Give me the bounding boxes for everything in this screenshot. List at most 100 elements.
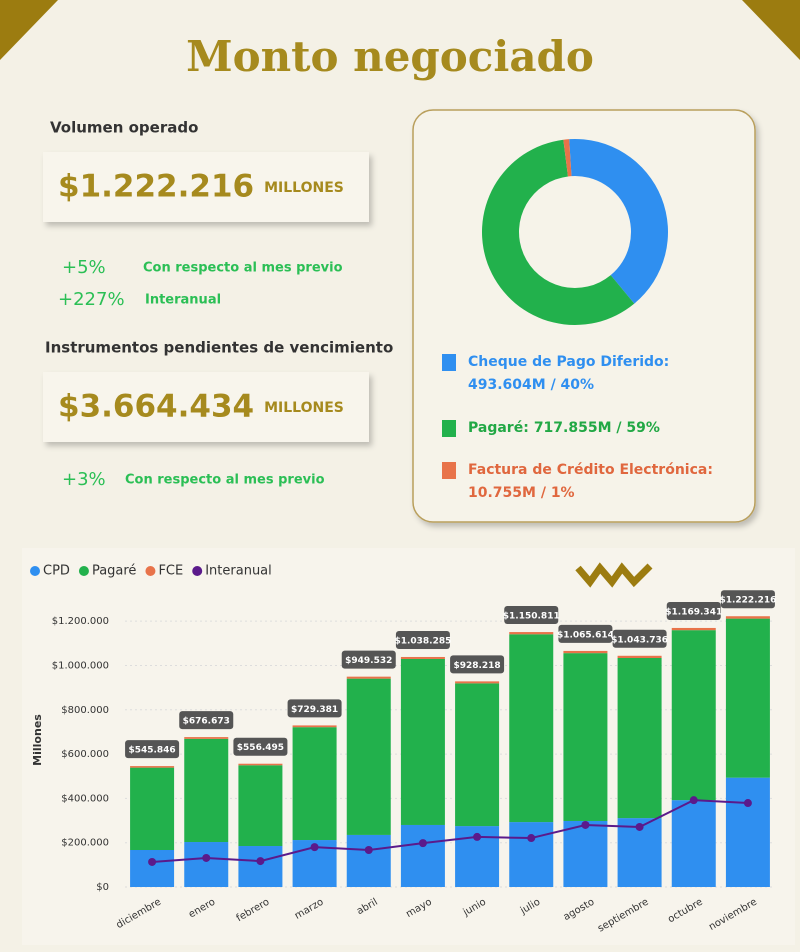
kpi-value: $1.222.216 xyxy=(58,169,254,205)
kpi-unit: MILLONES xyxy=(264,180,344,196)
bar-segment xyxy=(346,676,391,679)
total-label-bg xyxy=(341,650,396,669)
legend-label: FCE xyxy=(158,564,183,579)
bar-segment xyxy=(671,630,716,801)
total-label-text: $1.169.341 xyxy=(665,607,722,617)
logo-mark xyxy=(575,562,653,588)
bar-segment xyxy=(617,657,662,819)
total-label-bg xyxy=(125,740,180,759)
total-label-bg xyxy=(233,737,288,756)
total-label: $1.222.216 xyxy=(719,590,776,609)
bar-segment xyxy=(617,655,662,658)
bar-segment xyxy=(671,800,716,887)
logo xyxy=(575,562,653,588)
bar-segment xyxy=(725,618,770,778)
total-label: $1.038.285 xyxy=(394,630,451,649)
total-label-bg xyxy=(612,629,667,648)
bar-segment xyxy=(238,765,283,847)
line-point xyxy=(256,857,265,866)
legend-swatch xyxy=(442,420,456,437)
total-label-bg xyxy=(179,711,234,730)
legend-name: Factura de Crédito Electrónica: xyxy=(468,462,713,478)
kpi-box xyxy=(43,372,369,442)
donut-slice xyxy=(569,139,669,304)
bar-segment xyxy=(184,738,229,843)
total-label: $729.381 xyxy=(287,699,342,718)
total-label-text: $1.043.736 xyxy=(611,635,668,645)
bar-segment xyxy=(184,842,229,887)
y-tick-label: $400.000 xyxy=(61,793,109,804)
total-label-text: $729.381 xyxy=(291,705,338,715)
total-label-bg xyxy=(558,624,613,643)
bar-segment xyxy=(184,737,229,739)
total-label: $1.065.614 xyxy=(557,624,614,643)
bar-segment xyxy=(292,725,337,728)
bar-segment xyxy=(400,824,445,887)
bar-segment xyxy=(346,834,391,887)
total-label-bg xyxy=(504,606,559,625)
total-label-text: $1.222.216 xyxy=(719,596,776,606)
total-label: $1.169.341 xyxy=(665,601,722,620)
bar-segment xyxy=(238,846,283,887)
line-point xyxy=(581,820,590,829)
y-tick-label: $200.000 xyxy=(61,838,109,849)
total-label-text: $556.495 xyxy=(237,743,284,753)
corner xyxy=(742,0,800,60)
bar-segment xyxy=(509,634,554,823)
legend-value: 493.604M / 40% xyxy=(468,377,594,393)
line-point xyxy=(364,846,373,855)
total-label-bg xyxy=(720,590,775,609)
bar-segment xyxy=(346,678,391,835)
total-label-text: $949.532 xyxy=(345,656,392,666)
line-point xyxy=(202,853,211,862)
total-label: $1.043.736 xyxy=(611,629,668,648)
y-tick-label: $800.000 xyxy=(61,705,109,716)
kpi-value: $3.664.434 xyxy=(58,389,254,425)
total-label: $545.846 xyxy=(125,740,180,759)
legend-dot xyxy=(30,566,40,576)
kpi-box xyxy=(43,152,369,222)
total-label: $676.673 xyxy=(179,711,234,730)
bar-segment xyxy=(130,766,175,768)
total-label: $1.150.811 xyxy=(503,606,560,625)
bar-segment xyxy=(725,777,770,887)
legend-label: Interanual xyxy=(205,564,272,579)
line-point xyxy=(473,832,482,841)
total-label-bg xyxy=(666,601,721,620)
total-label-bg xyxy=(395,630,450,649)
total-label-text: $676.673 xyxy=(183,717,230,727)
y-tick-label: $1.000.000 xyxy=(52,660,109,671)
bar-segment xyxy=(238,763,283,766)
kpi-change: +227% xyxy=(58,289,125,310)
total-label-text: $1.065.614 xyxy=(557,630,614,640)
donut-slice xyxy=(482,139,635,325)
title: Monto negociado xyxy=(186,32,594,81)
bar-segment xyxy=(563,653,608,821)
bar-segment xyxy=(455,683,500,827)
kpi-change-text: Con respecto al mes previo xyxy=(125,473,325,488)
bar-segment xyxy=(455,681,500,684)
y-tick-label: $1.200.000 xyxy=(52,616,109,627)
total-label-text: $1.038.285 xyxy=(394,636,451,646)
total-label-bg xyxy=(287,699,342,718)
legend-label: Pagaré xyxy=(92,564,137,579)
bar-segment xyxy=(130,767,175,851)
bar-segment xyxy=(509,632,554,635)
bar-segment xyxy=(130,850,175,887)
bar-segment xyxy=(292,727,337,841)
kpi-change-text: Con respecto al mes previo xyxy=(143,261,343,276)
kpi-label: Instrumentos pendientes de vencimiento xyxy=(45,339,393,357)
line-point xyxy=(635,822,644,831)
kpi-change: +5% xyxy=(62,257,106,278)
line-point xyxy=(310,843,319,852)
y-tick-label: $600.000 xyxy=(61,749,109,760)
line-point xyxy=(418,839,427,848)
total-label-text: $1.150.811 xyxy=(503,612,560,622)
total-label: $949.532 xyxy=(341,650,396,669)
kpi-unit: MILLONES xyxy=(264,400,344,416)
total-label: $928.218 xyxy=(450,655,505,674)
line xyxy=(152,799,748,863)
line-point xyxy=(527,834,536,843)
legend-swatch xyxy=(442,354,456,371)
